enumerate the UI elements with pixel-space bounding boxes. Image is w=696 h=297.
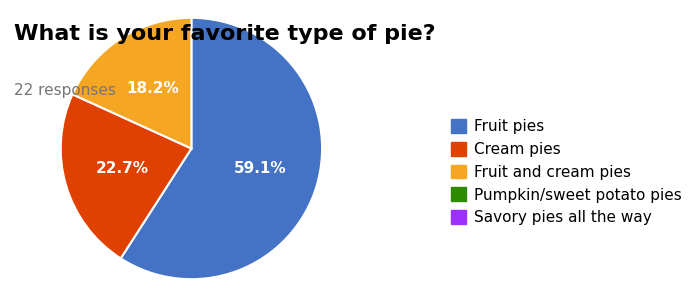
Text: What is your favorite type of pie?: What is your favorite type of pie? (14, 24, 436, 44)
Wedge shape (72, 18, 191, 148)
Legend: Fruit pies, Cream pies, Fruit and cream pies, Pumpkin/sweet potato pies, Savory : Fruit pies, Cream pies, Fruit and cream … (451, 119, 681, 225)
Text: 59.1%: 59.1% (234, 161, 287, 176)
Text: 22 responses: 22 responses (14, 83, 116, 98)
Wedge shape (61, 94, 191, 258)
Text: 22.7%: 22.7% (96, 161, 149, 176)
Wedge shape (120, 18, 322, 279)
Text: 18.2%: 18.2% (126, 80, 179, 96)
